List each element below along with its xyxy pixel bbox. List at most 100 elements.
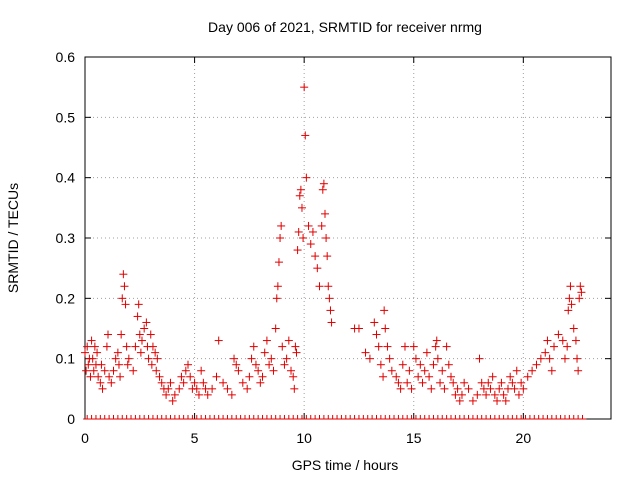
data-point <box>168 396 177 405</box>
data-point <box>365 354 374 363</box>
zero-point <box>394 415 403 420</box>
data-point <box>372 330 381 339</box>
data-point <box>117 330 126 339</box>
data-point <box>299 234 308 242</box>
data-point <box>436 378 445 387</box>
data-point <box>473 390 482 399</box>
data-point <box>271 324 280 333</box>
zero-point <box>293 415 302 420</box>
data-point <box>93 348 102 357</box>
zero-point <box>91 415 100 420</box>
zero-point <box>416 415 425 420</box>
data-point <box>140 324 149 333</box>
data-point <box>416 360 425 369</box>
zero-point <box>547 415 556 420</box>
data-point <box>523 372 532 381</box>
zero-point <box>420 415 429 420</box>
data-point <box>123 360 132 369</box>
data-point <box>152 366 161 375</box>
zero-point <box>284 415 293 420</box>
data-point <box>475 354 484 363</box>
data-point <box>313 264 322 273</box>
data-point <box>192 384 201 393</box>
zero-point <box>337 415 346 420</box>
data-point <box>179 378 188 387</box>
data-point <box>519 384 528 393</box>
data-point <box>157 378 166 387</box>
data-point <box>272 294 281 303</box>
zero-point <box>539 415 548 420</box>
zero-point <box>574 415 583 420</box>
data-point <box>532 360 541 369</box>
data-point <box>422 348 431 357</box>
data-point <box>311 252 320 261</box>
data-point <box>449 378 458 387</box>
data-point <box>554 330 563 339</box>
data-point <box>258 372 267 381</box>
data-point <box>499 390 508 399</box>
data-point <box>495 384 504 393</box>
data-point <box>510 384 519 393</box>
data-point <box>256 378 265 387</box>
data-point <box>514 390 523 399</box>
data-point <box>566 282 575 291</box>
data-point <box>197 366 206 375</box>
data-point <box>420 366 429 375</box>
data-point <box>142 318 151 327</box>
data-point <box>577 288 586 297</box>
zero-point <box>214 415 223 420</box>
zero-point <box>464 415 473 420</box>
data-point <box>326 306 335 315</box>
data-point <box>567 300 576 309</box>
data-point <box>162 390 171 399</box>
zero-point <box>240 415 249 420</box>
zero-point <box>280 415 289 420</box>
data-point <box>186 372 195 381</box>
zero-point <box>376 415 385 420</box>
data-point <box>324 282 333 291</box>
data-point <box>414 372 423 381</box>
data-point <box>292 348 301 357</box>
zero-point <box>560 415 569 420</box>
zero-point <box>508 415 517 420</box>
data-point <box>550 342 559 351</box>
zero-point <box>249 415 258 420</box>
data-point <box>460 378 469 387</box>
data-point <box>122 342 131 351</box>
data-point <box>243 384 252 393</box>
data-point <box>262 336 271 345</box>
data-point <box>234 366 243 375</box>
zero-point <box>162 415 171 420</box>
data-point <box>277 221 286 230</box>
data-point <box>306 240 315 249</box>
data-point <box>558 336 567 345</box>
zero-point <box>433 415 442 420</box>
zero-point <box>438 415 447 420</box>
data-point <box>354 324 363 333</box>
data-point <box>100 366 109 375</box>
zero-point <box>311 415 320 420</box>
data-point <box>289 372 298 381</box>
zero-point <box>267 415 276 420</box>
data-point <box>444 360 453 369</box>
zero-point <box>297 415 306 420</box>
data-point <box>284 336 293 345</box>
zero-point <box>363 415 372 420</box>
data-point <box>230 354 239 363</box>
zero-point <box>175 415 184 420</box>
data-point <box>376 360 385 369</box>
zero-point <box>354 415 363 420</box>
zero-point <box>262 415 271 420</box>
data-point <box>121 300 130 309</box>
data-point <box>323 252 332 261</box>
data-point <box>208 384 217 393</box>
data-point <box>291 342 300 351</box>
zero-point <box>127 415 136 420</box>
data-point <box>301 131 310 140</box>
data-point <box>547 366 556 375</box>
zero-point <box>451 415 460 420</box>
data-point <box>380 306 389 315</box>
data-point <box>96 378 105 387</box>
data-point <box>245 372 254 381</box>
zero-point <box>398 415 407 420</box>
